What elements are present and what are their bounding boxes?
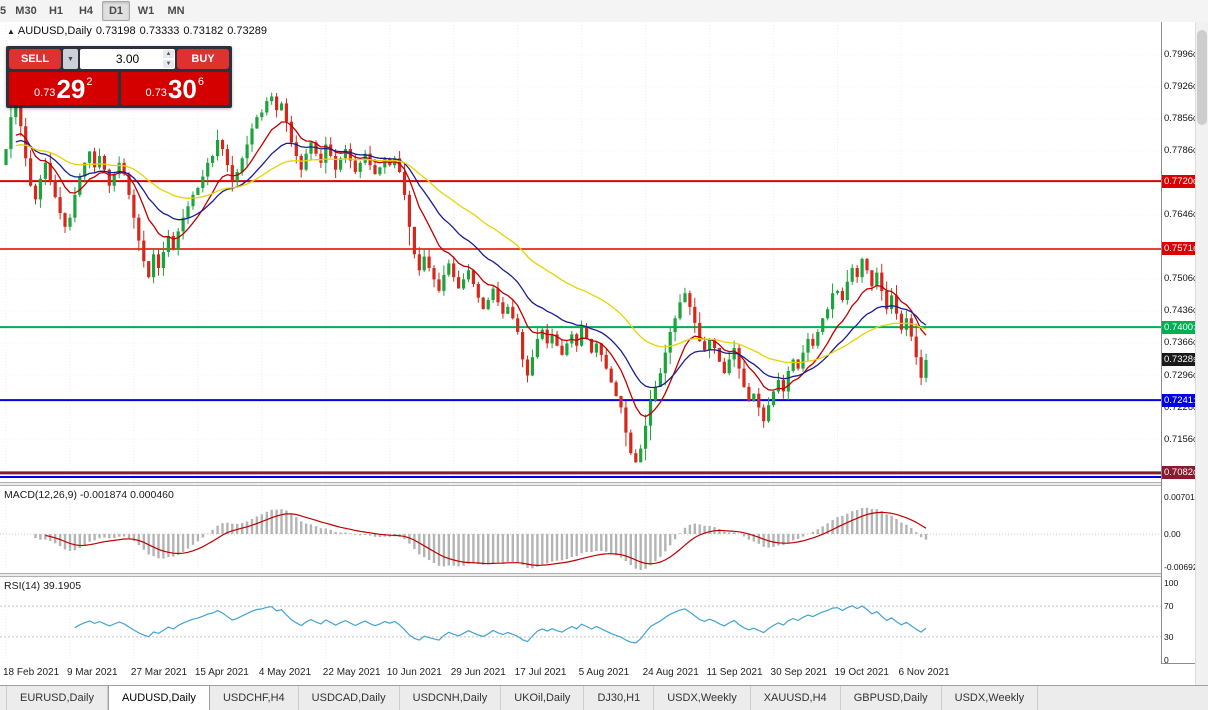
rsi-label: RSI(14) 39.1905 xyxy=(4,580,82,592)
macd-pane-splitter[interactable] xyxy=(0,482,1196,486)
date-tick-label: 4 May 2021 xyxy=(258,667,312,678)
date-tick-label: 18 Feb 2021 xyxy=(3,667,60,678)
buy-price-big: 30 xyxy=(167,74,197,104)
buy-price-display[interactable]: 0.73 30 6 xyxy=(120,72,229,105)
sell-price-big: 29 xyxy=(56,74,86,104)
tab-eurusd-daily[interactable]: EURUSD,Daily xyxy=(6,686,108,710)
tab-usdcad-daily[interactable]: USDCAD,Daily xyxy=(299,686,400,710)
sell-price-prefix: 0.73 xyxy=(34,87,56,99)
rsi-pane-splitter[interactable] xyxy=(0,573,1196,577)
chart-tabs-bar: EURUSD,Daily AUDUSD,Daily USDCHF,H4 USDCAD,… xyxy=(0,685,1208,710)
date-tick-label: 19 Oct 2021 xyxy=(834,667,889,678)
indicator-scale-label: 0.007015 xyxy=(1164,492,1200,502)
macd-label: MACD(12,26,9) -0.001874 0.000460 xyxy=(4,489,174,501)
indicator-scale-label: -0.006923 xyxy=(1164,562,1203,572)
buy-price-prefix: 0.73 xyxy=(145,87,167,99)
ohlc-high: 0.73333 xyxy=(139,25,180,37)
timeframe-button-partial[interactable]: 5 xyxy=(0,5,7,17)
chart-area[interactable]: ▲ AUDUSD,Daily 0.73198 0.73333 0.73182 0.7328… xyxy=(0,22,1202,685)
order-options-dropdown[interactable]: ▼ xyxy=(63,49,78,69)
lot-spin-down-icon[interactable]: ▼ xyxy=(163,60,174,68)
scrollbar-thumb[interactable] xyxy=(1197,30,1207,125)
indicator-scale-label: 100 xyxy=(1164,578,1179,588)
tab-usdx-weekly[interactable]: USDX,Weekly xyxy=(942,686,1039,710)
chart-header: ▲ AUDUSD,Daily 0.73198 0.73333 0.73182 0.7328… xyxy=(7,25,271,37)
lot-size-value: 3.00 xyxy=(115,52,140,66)
timeframe-toolbar: 5 M30 H1 H4 D1 W1 MN xyxy=(0,0,1208,23)
date-tick-label: 15 Apr 2021 xyxy=(194,667,249,678)
tab-dj30-h1[interactable]: DJ30,H1 xyxy=(584,686,655,710)
tab-usdchf-h4[interactable]: USDCHF,H4 xyxy=(210,686,299,710)
tab-usdx-weekly[interactable]: USDX,Weekly xyxy=(654,686,751,710)
date-tick-label: 27 Mar 2021 xyxy=(130,667,188,678)
date-tick-label: 22 May 2021 xyxy=(322,667,381,678)
ohlc-low: 0.73182 xyxy=(183,25,224,37)
date-axis: 18 Feb 2021 9 Mar 2021 27 Mar 2021 15 Apr 2… xyxy=(0,663,1161,685)
tab-gbpusd-daily[interactable]: GBPUSD,Daily xyxy=(841,686,942,710)
sell-price-display[interactable]: 0.73 29 2 xyxy=(9,72,118,105)
ohlc-open: 0.73198 xyxy=(95,25,136,37)
indicator-scale-label: 70 xyxy=(1164,601,1174,612)
timeframe-button-mn[interactable]: MN xyxy=(167,5,185,17)
timeframe-button-m30[interactable]: M30 xyxy=(15,5,37,17)
price-level-badge: 0.74007 xyxy=(1162,320,1197,334)
chevron-down-icon: ▼ xyxy=(67,55,74,63)
symbol-marker-icon: ▲ xyxy=(7,27,15,36)
tab-ukoil-daily[interactable]: UKOil,Daily xyxy=(501,686,585,710)
timeframe-button-h1[interactable]: H1 xyxy=(48,5,64,17)
date-tick-label: 6 Nov 2021 xyxy=(898,667,950,678)
sell-button[interactable]: SELL xyxy=(9,49,61,69)
timeframe-button-d1[interactable]: D1 xyxy=(102,1,130,21)
price-chart-canvas[interactable] xyxy=(0,22,1161,685)
date-tick-label: 10 Jun 2021 xyxy=(386,667,442,678)
timeframe-button-h4[interactable]: H4 xyxy=(78,5,94,17)
indicator-scale-label: 30 xyxy=(1164,631,1174,642)
tab-audusd-daily[interactable]: AUDUSD,Daily xyxy=(107,686,210,710)
chart-symbol: AUDUSD,Daily xyxy=(17,25,92,37)
ohlc-close: 0.73289 xyxy=(227,25,267,37)
date-tick-label: 11 Sep 2021 xyxy=(706,667,763,678)
date-tick-label: 29 Jun 2021 xyxy=(450,667,506,678)
vertical-scrollbar[interactable] xyxy=(1195,22,1208,685)
buy-price-sup: 6 xyxy=(197,76,204,88)
indicator-scale-label: 0.00 xyxy=(1164,529,1181,539)
tab-usdcnh-daily[interactable]: USDCNH,Daily xyxy=(400,686,502,710)
price-level-badge: 0.73289 xyxy=(1162,353,1197,367)
date-tick-label: 24 Aug 2021 xyxy=(642,667,699,678)
date-tick-label: 5 Aug 2021 xyxy=(578,667,630,678)
price-level-badge: 0.72411 xyxy=(1162,393,1197,407)
date-tick-label: 9 Mar 2021 xyxy=(66,667,118,678)
date-tick-label: 30 Sep 2021 xyxy=(770,667,828,678)
price-level-badge: 0.75716 xyxy=(1162,242,1197,256)
tab-xauusd-h4[interactable]: XAUUSD,H4 xyxy=(751,686,841,710)
lot-spin-up-icon[interactable]: ▲ xyxy=(163,50,174,58)
timeframe-button-w1[interactable]: W1 xyxy=(137,5,155,17)
lot-size-input[interactable]: 3.00 ▲ ▼ xyxy=(80,49,175,69)
date-tick-label: 17 Jul 2021 xyxy=(514,667,567,678)
one-click-trade-panel: SELL ▼ 3.00 ▲ ▼ BUY 0.73 29 2 xyxy=(6,46,232,108)
indicator-scale-label: 0 xyxy=(1164,655,1169,665)
buy-button[interactable]: BUY xyxy=(177,49,229,69)
sell-price-sup: 2 xyxy=(86,76,93,88)
